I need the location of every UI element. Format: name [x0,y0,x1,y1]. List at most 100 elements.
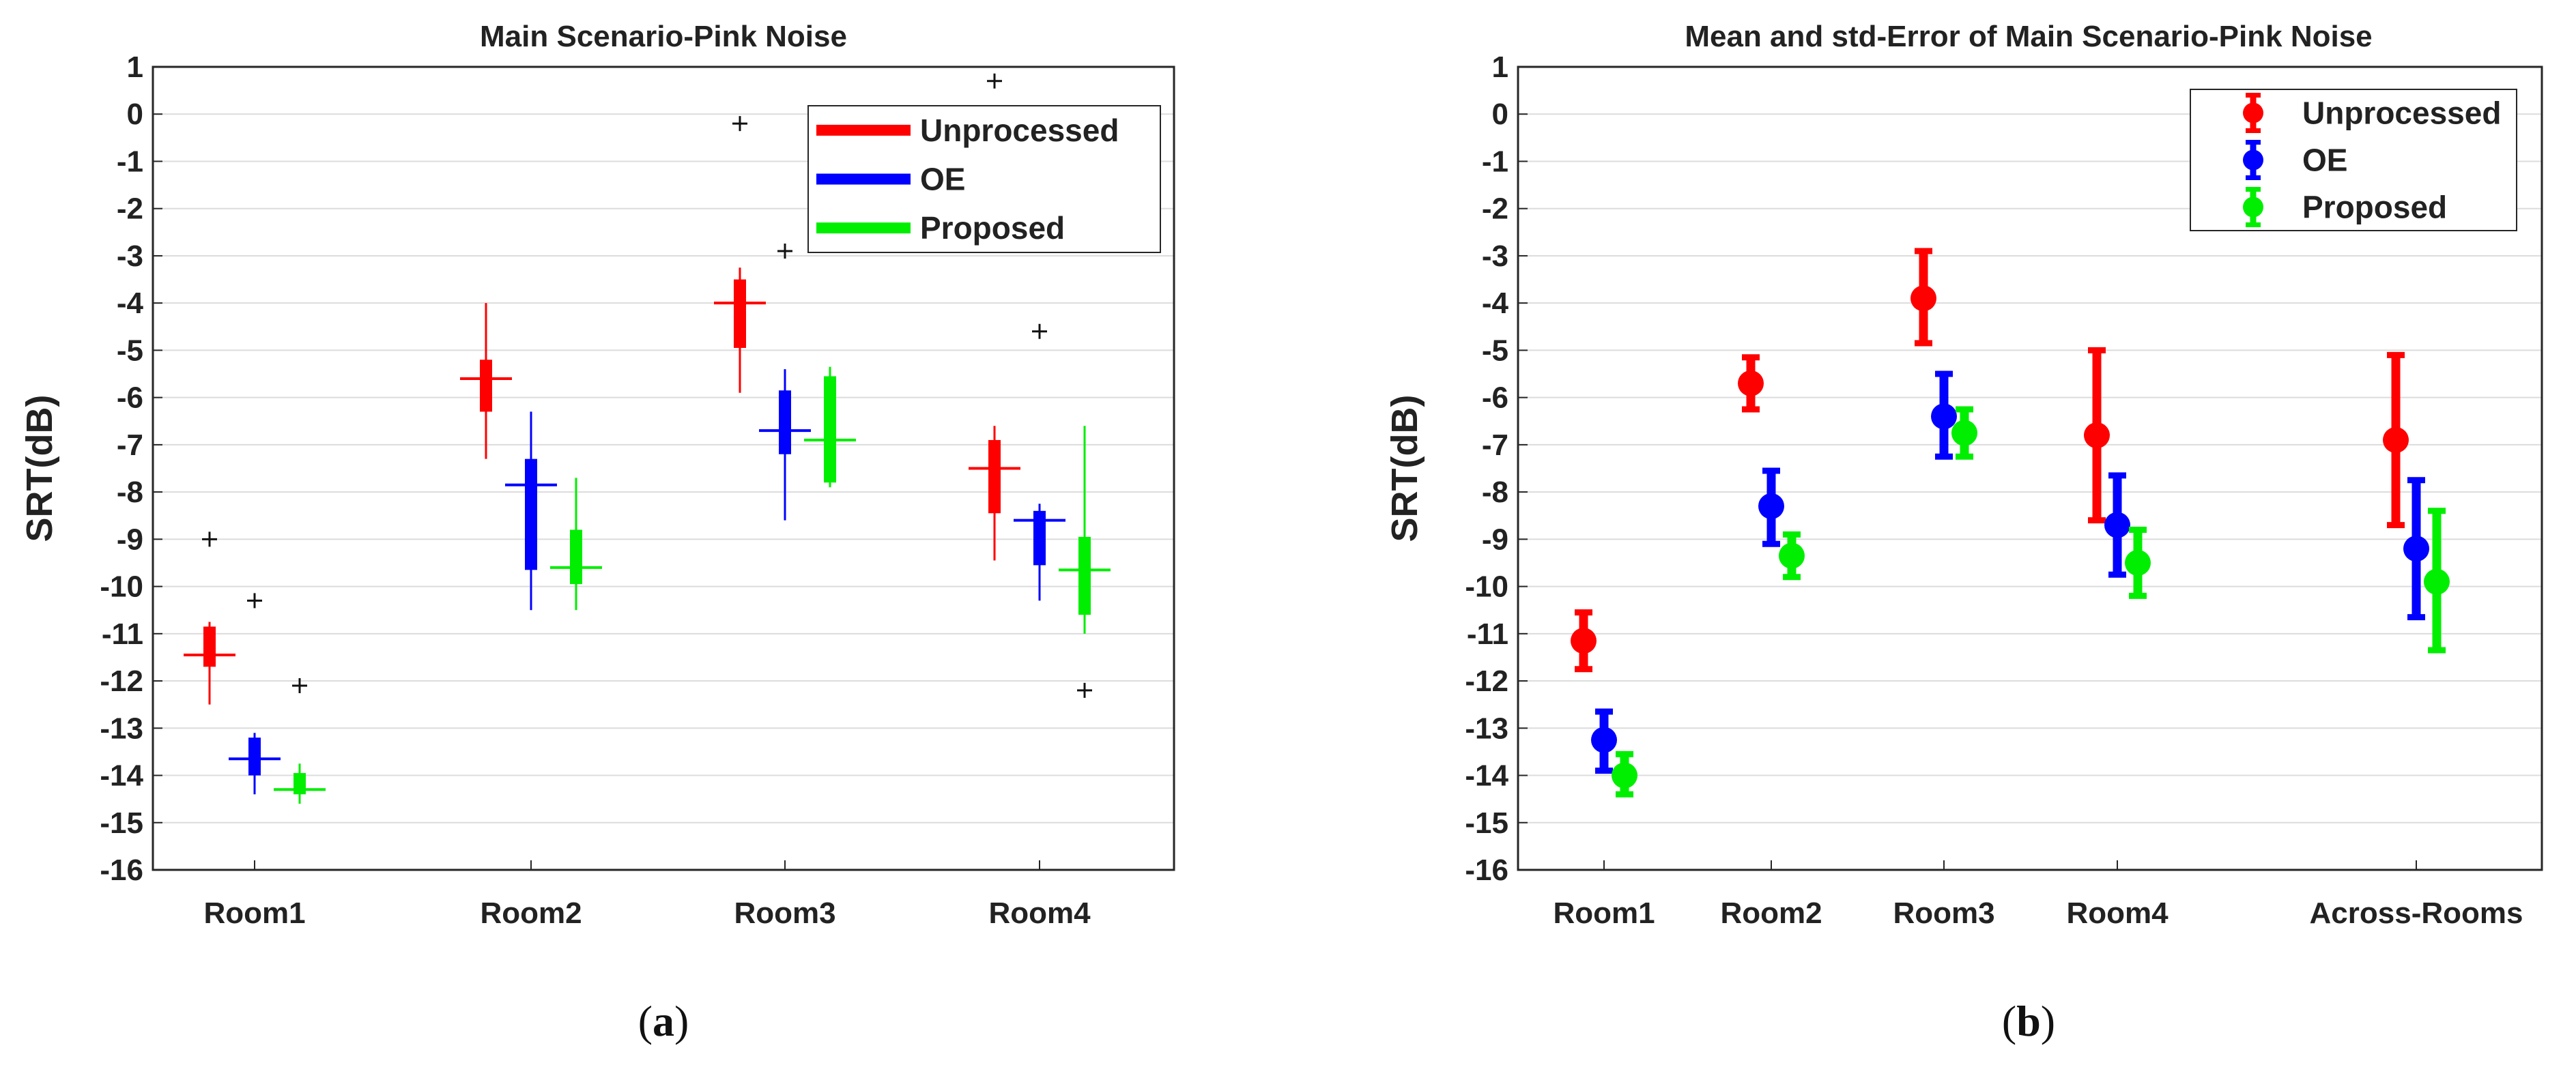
box-iqr [1033,510,1046,566]
y-tick-label: -4 [117,287,144,320]
y-tick-label: -16 [1465,854,1508,887]
box-outlier [1032,323,1047,339]
box-outlier [247,593,262,609]
panel-caption-letter: a [653,997,674,1045]
y-tick-label: -1 [117,145,143,178]
box-iqr [570,529,582,585]
x-tick-label: Room1 [1553,896,1655,930]
panel-caption: (b) [2002,997,2055,1045]
y-tick-label: -13 [1465,712,1508,745]
y-tick-label: 0 [1492,98,1508,131]
panel-caption: (a) [638,997,689,1045]
x-tick-label: Room3 [734,896,835,930]
mean-point [1612,762,1637,789]
box-outlier [987,73,1002,89]
mean-point [2104,512,2130,538]
mean-point [1931,403,1957,430]
y-tick-label: -11 [102,617,143,651]
panel-caption-letter: b [2016,997,2041,1045]
axes-box [1517,65,2543,871]
mean-point [1591,727,1617,753]
y-tick-label: -2 [1482,192,1508,226]
y-tick-label: -2 [117,192,143,226]
box-iqr [203,626,216,667]
legend-swatch-point [2243,149,2263,171]
y-tick-label: -4 [1482,287,1509,320]
y-axis-label: SRT(dB) [19,395,60,542]
box-outlier [732,116,747,132]
mean-point [2424,568,2450,595]
axes-box [152,65,1175,871]
chart-title: Main Scenario-Pink Noise [480,20,847,53]
legend-label: Unprocessed [2302,96,2501,131]
legend-label: Proposed [2302,190,2447,225]
panel-b-errorbar: 1 0 -1 -2 -3 -4 -5 -6 -7 -8 -9 -10 -11 -12 -13 -14 -15 -1… [1384,20,2543,1045]
box-iqr [480,360,492,412]
y-tick-label: -10 [100,570,143,604]
x-tick-label: Room3 [1893,896,1994,930]
y-tick-label: -7 [1482,428,1508,462]
y-tick-label: -8 [117,476,143,509]
x-tick-label: Room2 [1720,896,1822,930]
box-outlier [202,531,217,547]
x-tick-label: Room4 [2066,896,2169,930]
x-tick-label: Room4 [988,896,1091,930]
y-tick-label: -14 [100,759,143,793]
mean-point [1738,370,1764,396]
y-tick-label: -10 [1465,570,1508,604]
mean-point [2125,549,2151,576]
y-tick-label: -6 [1482,381,1508,415]
y-tick-label: -14 [1465,759,1508,793]
mean-point [2403,536,2429,562]
y-tick-label: -5 [1482,334,1508,367]
mean-point [1779,542,1805,569]
mean-point [2084,422,2110,449]
box-iqr [988,439,1001,514]
mean-point [1951,420,1977,446]
y-tick-label: -12 [100,665,143,698]
legend-label: OE [920,162,965,197]
y-tick-label: 1 [1492,50,1508,84]
legend-swatch-point [2243,196,2263,218]
x-tick-label: Room1 [203,896,305,930]
box-iqr [294,773,306,795]
x-tick-label: Across-Rooms [2310,896,2523,930]
mean-point [1571,628,1597,654]
y-tick-label: -5 [117,334,143,367]
legend-swatch-point [2243,102,2263,123]
y-tick-label: -3 [1482,239,1508,273]
box-iqr [779,390,791,454]
legend-label: Unprocessed [920,113,1119,148]
box-outlier [292,677,307,693]
y-tick-label: -11 [1467,617,1508,651]
mean-point [2383,426,2409,453]
legend-label: Proposed [920,210,1065,246]
y-tick-label: -6 [117,381,143,415]
y-tick-label: 1 [127,50,143,84]
y-tick-label: -15 [100,806,143,840]
box-iqr [824,376,836,483]
y-tick-label: -9 [1482,523,1508,556]
box-iqr [734,279,746,348]
y-tick-label: -8 [1482,476,1508,509]
chart-title: Mean and std-Error of Main Scenario-Pink… [1685,20,2372,53]
mean-point [1910,285,1936,312]
panel-a-boxplot: 1 0 -1 -2 -3 -4 -5 -6 -7 -8 -9 -10 -11 -12 -13 -14 -15 -1… [19,20,1175,1045]
y-tick-label: -12 [1465,665,1508,698]
mean-point [1758,493,1784,519]
y-tick-label: 0 [127,98,143,131]
y-tick-label: -9 [117,523,143,556]
box-iqr [1078,536,1091,615]
y-tick-label: -15 [1465,806,1508,840]
y-tick-label: -13 [100,712,143,745]
box-outlier [777,244,792,259]
box-outlier [1077,682,1092,698]
legend-label: OE [2302,143,2347,178]
box-iqr [525,458,537,570]
y-tick-label: -3 [117,239,143,273]
x-tick-label: Room2 [480,896,582,930]
y-tick-label: -7 [117,428,143,462]
y-tick-label: -16 [100,854,143,887]
